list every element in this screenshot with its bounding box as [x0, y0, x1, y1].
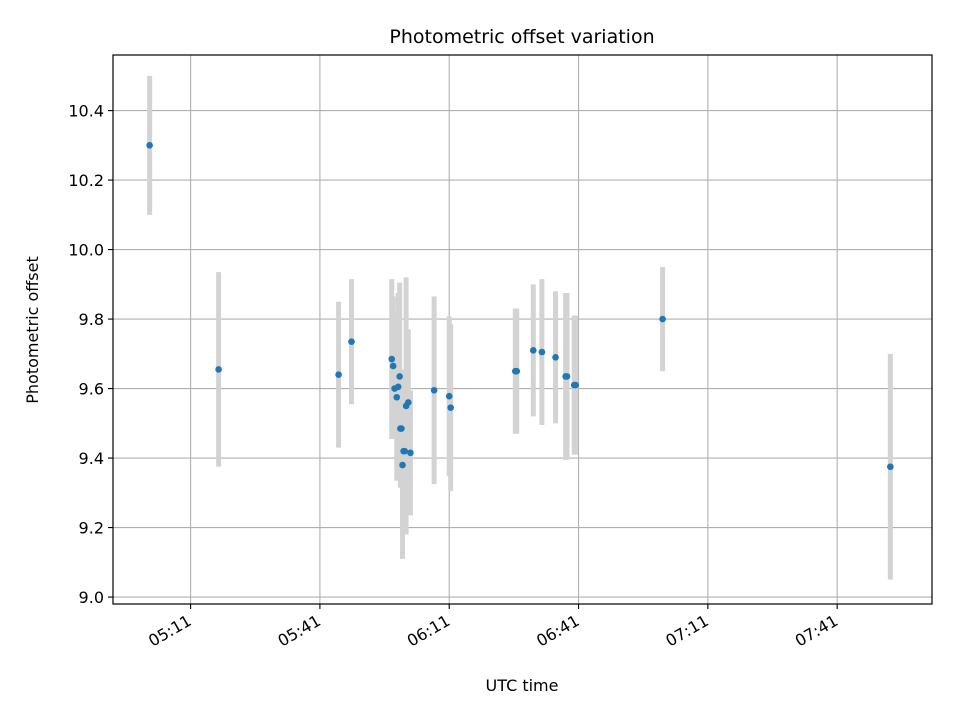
- data-point: [389, 362, 397, 370]
- data-point: [529, 347, 537, 354]
- data-points: [146, 142, 894, 471]
- x-axis-title: UTC time: [486, 676, 559, 695]
- y-tick-label: 9.0: [79, 588, 104, 607]
- y-tick-label: 9.8: [79, 310, 104, 329]
- y-tick-label: 9.2: [79, 519, 104, 538]
- data-point: [513, 367, 521, 375]
- chart-title: Photometric offset variation: [389, 26, 654, 48]
- data-point: [393, 393, 401, 401]
- y-tick-label: 10.0: [68, 241, 104, 260]
- data-point: [335, 371, 342, 378]
- data-point: [887, 463, 894, 471]
- y-tick-label: 10.4: [68, 102, 104, 121]
- data-point: [404, 399, 412, 406]
- data-point: [401, 447, 408, 455]
- y-axis-title: Photometric offset: [23, 256, 42, 404]
- data-point: [396, 373, 403, 380]
- grid-lines: [113, 55, 932, 604]
- data-point: [348, 338, 355, 345]
- data-point: [445, 392, 453, 400]
- y-axis-ticks: 9.0 9.2 9.4 9.6 9.8 10.0 10.2 10.4: [68, 102, 113, 607]
- data-point: [538, 348, 546, 356]
- y-tick-label: 9.6: [79, 380, 104, 399]
- plot-area-frame: [112, 54, 933, 605]
- data-point: [215, 366, 222, 373]
- y-tick-label: 9.4: [79, 449, 104, 468]
- data-point: [572, 381, 579, 389]
- data-point: [146, 142, 153, 149]
- data-point: [388, 355, 396, 363]
- data-point: [394, 383, 402, 391]
- data-point: [399, 461, 406, 469]
- data-point: [407, 449, 414, 457]
- data-point: [430, 387, 438, 394]
- data-point: [659, 315, 666, 323]
- data-point: [563, 373, 571, 380]
- data-point: [552, 353, 559, 361]
- y-tick-label: 10.2: [68, 171, 104, 190]
- data-point: [447, 404, 454, 411]
- data-point: [398, 425, 405, 432]
